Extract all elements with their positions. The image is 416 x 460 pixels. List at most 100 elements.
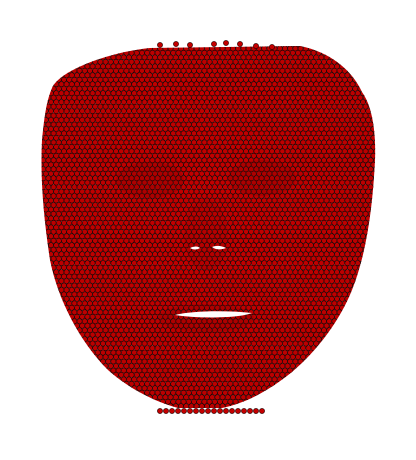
- point: [81, 345, 88, 351]
- point: [300, 363, 307, 369]
- point: [42, 46, 49, 52]
- point: [326, 345, 333, 351]
- point: [248, 46, 255, 47]
- point: [362, 354, 369, 360]
- point: [349, 358, 356, 365]
- point: [370, 63, 376, 70]
- point: [66, 59, 73, 65]
- point: [352, 67, 359, 74]
- point: [360, 295, 366, 302]
- point: [347, 318, 353, 325]
- point: [376, 296, 381, 301]
- point: [376, 305, 381, 310]
- point: [41, 309, 47, 316]
- point: [279, 46, 286, 47]
- point: [35, 50, 40, 55]
- point: [295, 46, 301, 47]
- point: [79, 54, 86, 61]
- point: [50, 336, 57, 343]
- point: [373, 318, 376, 325]
- point: [41, 269, 44, 275]
- point: [370, 269, 376, 275]
- point: [53, 331, 60, 338]
- point: [336, 336, 343, 343]
- point: [334, 367, 340, 374]
- point: [370, 322, 376, 329]
- point: [41, 59, 47, 65]
- point: [334, 358, 340, 365]
- point: [41, 318, 47, 325]
- point: [35, 220, 40, 225]
- point: [367, 300, 374, 307]
- point: [41, 264, 47, 271]
- point: [48, 304, 54, 311]
- point: [357, 291, 364, 298]
- point: [50, 50, 57, 56]
- point: [66, 318, 73, 325]
- point: [71, 50, 78, 56]
- point: [370, 108, 376, 114]
- point: [365, 242, 372, 249]
- point: [58, 322, 65, 329]
- point: [365, 358, 372, 365]
- point: [42, 358, 49, 365]
- point: [84, 54, 91, 61]
- point: [321, 354, 327, 360]
- point: [42, 331, 49, 338]
- point: [365, 313, 372, 320]
- point: [71, 363, 78, 369]
- point: [89, 358, 96, 365]
- point: [35, 113, 40, 118]
- point: [41, 246, 47, 253]
- point: [349, 349, 356, 356]
- point: [362, 309, 369, 316]
- point: [41, 76, 47, 83]
- point: [300, 46, 307, 47]
- point: [289, 46, 296, 47]
- point: [149, 46, 156, 47]
- point: [48, 46, 54, 52]
- point: [354, 304, 361, 311]
- point: [313, 358, 320, 365]
- point: [360, 81, 366, 88]
- point: [376, 46, 381, 51]
- point: [344, 322, 351, 329]
- point: [35, 265, 40, 270]
- point: [344, 46, 351, 52]
- point: [41, 340, 44, 347]
- point: [81, 363, 88, 369]
- point: [55, 345, 62, 351]
- point: [362, 363, 369, 369]
- point: [42, 90, 49, 97]
- point: [362, 255, 369, 262]
- point: [365, 331, 372, 338]
- point: [297, 367, 304, 374]
- point: [63, 376, 70, 383]
- point: [66, 327, 73, 334]
- point: [284, 46, 291, 47]
- point: [55, 300, 62, 307]
- point: [373, 112, 376, 119]
- point: [63, 313, 70, 320]
- point: [360, 331, 366, 338]
- point: [45, 345, 52, 351]
- point: [50, 300, 57, 307]
- point: [367, 318, 374, 325]
- point: [376, 359, 381, 364]
- point: [35, 238, 40, 243]
- point: [41, 260, 44, 266]
- point: [35, 247, 40, 252]
- point: [41, 81, 44, 88]
- point: [66, 50, 73, 56]
- point: [41, 94, 47, 101]
- point: [331, 371, 338, 378]
- point: [61, 363, 67, 369]
- point: [373, 94, 376, 101]
- point: [139, 46, 145, 47]
- point: [373, 184, 376, 190]
- point: [45, 291, 52, 298]
- point: [321, 363, 327, 369]
- point: [367, 246, 374, 253]
- point: [370, 251, 376, 258]
